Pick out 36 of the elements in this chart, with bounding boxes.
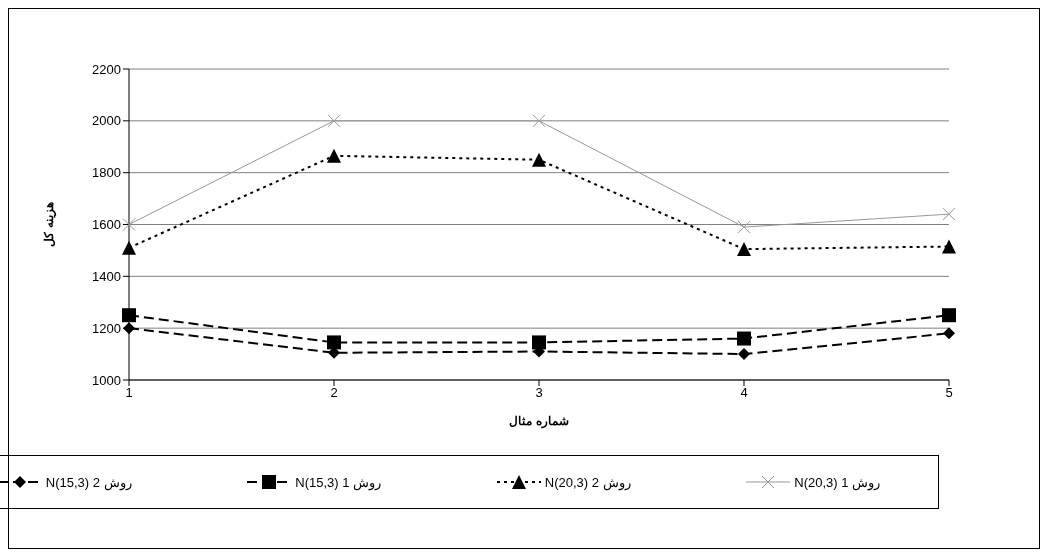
point — [532, 335, 546, 350]
x-tick-label: 2 — [330, 385, 338, 401]
point — [532, 114, 546, 128]
point — [327, 114, 341, 128]
point — [738, 348, 750, 361]
y-tick-label: 1200 — [92, 320, 121, 336]
point — [532, 152, 546, 167]
point — [327, 335, 341, 350]
point — [737, 331, 751, 346]
point — [942, 308, 956, 323]
legend-label: روش 2 N(15,3) — [45, 474, 132, 490]
y-tick-label: 1000 — [92, 372, 121, 388]
point — [942, 239, 956, 254]
point — [122, 308, 136, 323]
y-tick-label: 1600 — [92, 217, 121, 233]
legend-label: روش 1 N(15,3) — [295, 474, 382, 490]
x-tick-label: 5 — [945, 385, 953, 401]
x-tick-label: 1 — [125, 385, 133, 401]
legend-label: روش 2 N(20,3) — [544, 474, 631, 490]
y-axis-title: هزینه کل — [42, 202, 58, 247]
x-tick-label: 4 — [740, 385, 748, 401]
y-tick-label: 1400 — [92, 268, 121, 284]
y-tick-label: 2000 — [92, 113, 121, 129]
point — [327, 148, 341, 163]
point — [737, 242, 751, 257]
point — [943, 327, 955, 340]
point — [942, 207, 956, 221]
y-tick-label: 1800 — [92, 165, 121, 181]
point — [123, 322, 135, 335]
point — [737, 220, 751, 234]
x-tick-label: 3 — [535, 385, 543, 401]
legend-label: روش 1 N(20,3) — [794, 474, 881, 490]
point — [122, 218, 136, 231]
point — [122, 240, 136, 255]
y-tick-label: 2200 — [92, 61, 121, 77]
x-axis-title: شماره مثال — [509, 414, 569, 429]
